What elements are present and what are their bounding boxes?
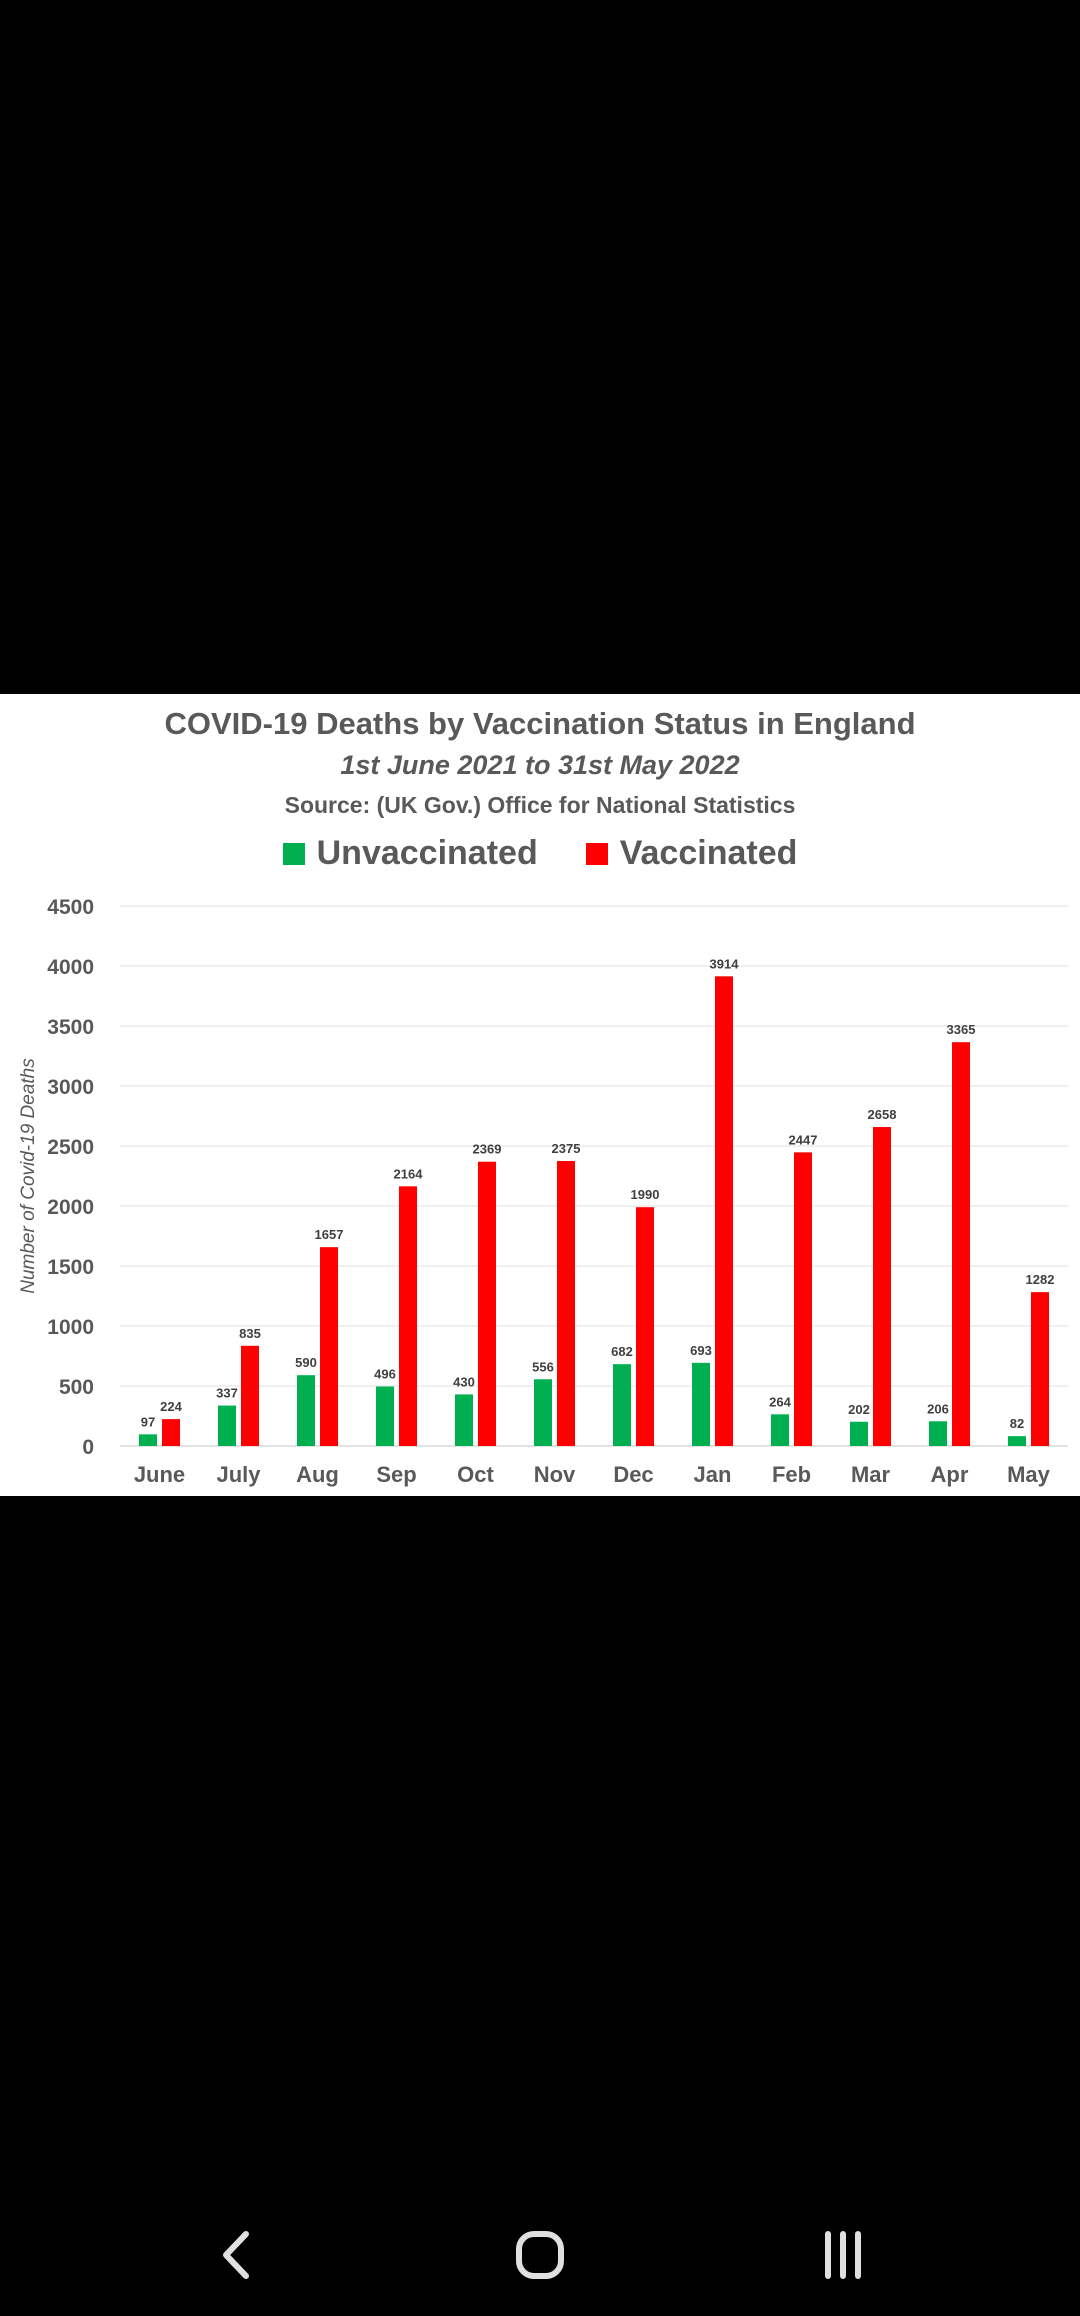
bar-unvaccinated [297,1375,315,1446]
bar-vaccinated [636,1207,654,1446]
legend-item-unvaccinated: Unvaccinated [282,834,538,873]
home-icon[interactable] [505,2220,575,2290]
chart-source: Source: (UK Gov.) Office for National St… [284,792,796,818]
bar-unvaccinated [455,1394,473,1446]
data-label-unvaccinated: 206 [927,1401,949,1416]
x-tick-label: Mar [851,1462,891,1487]
legend-swatch-unvaccinated [282,842,305,865]
y-tick-label: 4500 [47,896,94,919]
data-label-unvaccinated: 337 [216,1386,238,1401]
data-label-unvaccinated: 82 [1010,1416,1024,1431]
x-tick-label: June [134,1462,185,1487]
bar-vaccinated [478,1161,496,1446]
data-label-unvaccinated: 590 [295,1355,317,1370]
data-label-vaccinated: 1282 [1026,1272,1055,1287]
x-tick-label: Nov [534,1462,576,1487]
bar-vaccinated [320,1247,338,1446]
data-label-unvaccinated: 693 [690,1343,712,1358]
bar-unvaccinated [929,1421,947,1446]
data-label-unvaccinated: 496 [374,1366,396,1381]
y-tick-label: 1000 [47,1316,94,1339]
x-tick-label: July [216,1462,261,1487]
y-tick-label: 0 [82,1436,94,1459]
y-tick-label: 1500 [47,1256,94,1279]
x-tick-label: Sep [376,1462,416,1487]
data-label-vaccinated: 835 [239,1326,261,1341]
bar-vaccinated [1031,1292,1049,1446]
data-label-vaccinated: 3365 [947,1022,976,1037]
chart-card: COVID-19 Deaths by Vaccination Status in… [0,694,1080,1496]
legend-swatch-vaccinated [585,842,608,865]
bar-unvaccinated [218,1405,236,1446]
bar-unvaccinated [534,1379,552,1446]
data-label-vaccinated: 2375 [552,1141,581,1156]
bar-unvaccinated [1008,1436,1026,1446]
bar-vaccinated [873,1127,891,1446]
x-tick-label: Aug [296,1462,339,1487]
y-tick-label: 2500 [47,1136,94,1159]
legend-label-vaccinated: Vaccinated [619,834,798,872]
bar-unvaccinated [771,1414,789,1446]
bar-chart-plot: 0 500 1000 1500 2000 2500 3000 3500 4000 4500 Numb… [18,896,1068,1487]
data-label-vaccinated: 2369 [473,1142,502,1157]
bar-vaccinated [162,1419,180,1446]
bar-unvaccinated [139,1434,157,1446]
legend-label-unvaccinated: Unvaccinated [316,834,538,872]
recent-apps-icon[interactable] [808,2220,878,2290]
data-label-unvaccinated: 264 [769,1394,791,1409]
data-label-unvaccinated: 682 [611,1344,633,1359]
bar-vaccinated [952,1042,970,1446]
bar-unvaccinated [613,1364,631,1446]
chevron-left-icon[interactable] [202,2220,272,2290]
data-label-unvaccinated: 556 [532,1359,554,1374]
bar-vaccinated [557,1161,575,1446]
data-label-vaccinated: 1657 [315,1227,344,1242]
bar-unvaccinated [850,1421,868,1446]
y-tick-label: 3500 [47,1016,94,1039]
bar-vaccinated [399,1186,417,1446]
bar-vaccinated [241,1345,259,1446]
y-tick-label: 2000 [47,1196,94,1219]
x-tick-label: May [1007,1462,1051,1487]
data-label-unvaccinated: 430 [453,1374,475,1389]
data-label-vaccinated: 1990 [631,1187,660,1202]
bar-unvaccinated [376,1386,394,1446]
x-tick-label: Apr [931,1462,969,1487]
data-label-vaccinated: 2164 [394,1166,424,1181]
navigation-bar [0,2200,1080,2310]
data-label-vaccinated: 3914 [710,956,740,971]
x-tick-label: Feb [772,1462,811,1487]
data-label-vaccinated: 224 [160,1399,182,1414]
bar-unvaccinated [692,1362,710,1446]
chart-legend: Unvaccinated Vaccinated [0,834,1080,873]
x-tick-label: Jan [694,1462,732,1487]
bar-vaccinated [715,976,733,1446]
data-label-unvaccinated: 97 [141,1414,155,1429]
y-axis-title: Number of Covid-19 Deaths [18,1058,39,1294]
legend-item-vaccinated: Vaccinated [585,834,798,873]
x-tick-label: Oct [457,1462,494,1487]
x-tick-label: Dec [613,1462,653,1487]
data-label-vaccinated: 2658 [868,1107,897,1122]
data-label-unvaccinated: 202 [848,1402,870,1417]
bar-vaccinated [794,1152,812,1446]
chart-title: COVID-19 Deaths by Vaccination Status in… [164,706,916,741]
chart-subtitle: 1st June 2021 to 31st May 2022 [340,750,740,780]
y-tick-label: 3000 [47,1076,94,1099]
y-tick-label: 500 [59,1376,94,1399]
y-tick-label: 4000 [47,956,94,979]
data-label-vaccinated: 2447 [789,1132,818,1147]
